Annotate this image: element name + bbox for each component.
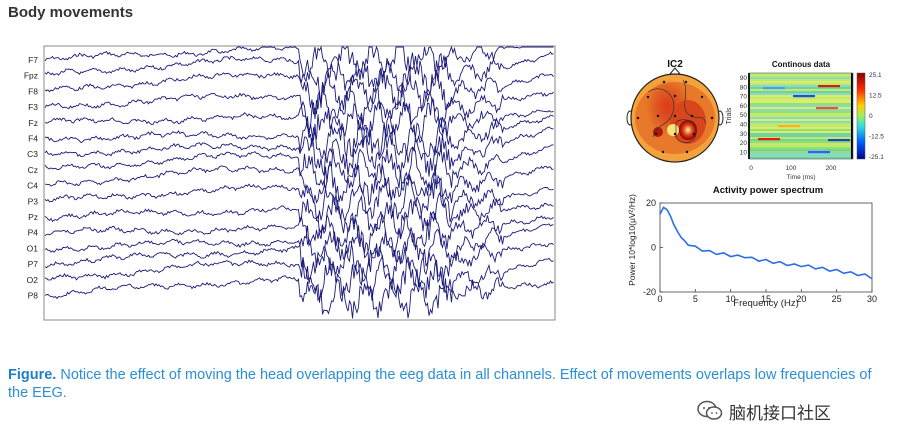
continuous-ytick: 80 [740, 84, 748, 91]
spectrum-line [659, 206, 873, 280]
continuous-ytick: 50 [740, 112, 748, 119]
spectrum-xtick: 0 [657, 294, 662, 304]
spectrum-ylabel: Power 10*log10(μV²/Hz) [627, 194, 637, 286]
spectrum-axes [659, 202, 873, 293]
watermark-text: 脑机接口社区 [729, 403, 831, 423]
continuous-title: Continous data [772, 60, 831, 69]
head-outline [630, 73, 720, 163]
colorbar-tick: 12.5 [869, 93, 882, 100]
eeg-plot-frame [43, 45, 556, 321]
eeg-trace-f7 [44, 45, 554, 84]
ic-title: IC2 [667, 59, 683, 70]
figure-caption: Figure. Notice the effect of moving the … [8, 366, 878, 402]
channel-label-f4: F4 [28, 134, 38, 144]
eeg-trace-p7 [44, 241, 554, 288]
continuous-ytick: 60 [740, 103, 748, 110]
channel-label-f7: F7 [28, 55, 38, 65]
channel-label-pz: Pz [28, 212, 38, 222]
spectrum-xtick: 10 [726, 294, 736, 304]
continuous-xlabel: Time (ms) [786, 174, 815, 181]
caption-text: Notice the effect of moving the head ove… [8, 367, 872, 401]
colorbar-tick: 0 [869, 113, 873, 120]
spectrum-xtick: 5 [693, 294, 698, 304]
component-properties-panel: IC2 [618, 52, 898, 312]
spectrum-xtick: 15 [761, 294, 771, 304]
eeg-trace-p3 [44, 174, 554, 222]
colorbar-tick: -12.5 [869, 134, 884, 141]
continuous-ytick: 10 [740, 149, 748, 156]
spectrum-xtick: 25 [832, 294, 842, 304]
channel-label-p3: P3 [28, 196, 39, 206]
channel-label-c3: C3 [27, 149, 38, 159]
channel-label-fz: Fz [29, 118, 38, 128]
channel-label-o1: O1 [27, 243, 39, 253]
continuous-ytick: 30 [740, 131, 748, 138]
channel-label-o2: O2 [27, 275, 39, 285]
eeg-trace-f3 [44, 83, 554, 131]
spectrum-ytick: -20 [643, 287, 656, 297]
continuous-ytick: 20 [740, 140, 748, 147]
continuous-data-image [748, 72, 854, 160]
colorbar-tick: 25.1 [869, 72, 882, 79]
channel-label-f8: F8 [28, 86, 38, 96]
component-figure: IC2 [626, 59, 884, 309]
eeg-trace-c3 [44, 126, 554, 177]
spectrum-xtick: 30 [867, 294, 877, 304]
spectrum-xlabel: Frequency (Hz) [733, 298, 798, 309]
watermark: 脑机接口社区 [697, 398, 831, 424]
colorbar-tick: -25.1 [869, 154, 884, 161]
channel-label-p4: P4 [28, 228, 39, 238]
channel-label-fpz: Fpz [24, 71, 38, 81]
continuous-ytick: 40 [740, 122, 748, 129]
continuous-ylabel: Trials [726, 107, 733, 124]
eeg-trace-o2 [44, 254, 554, 303]
continuous-xtick: 100 [786, 165, 797, 172]
eeg-trace-pz [44, 192, 554, 241]
channel-label-c4: C4 [27, 181, 38, 191]
caption-label: Figure. [8, 367, 57, 383]
eeg-plot: F7 Fpz F8 F3 Fz F4 C3 Cz C4 P3 Pz P4 O1 P7 O2 P8 [24, 45, 556, 321]
eeg-trace-c4 [44, 162, 554, 206]
eeg-traces-panel: F7 Fpz F8 F3 Fz F4 C3 Cz C4 P3 Pz P4 O1 P7 O2 P8 [0, 40, 560, 325]
eeg-trace-p4 [44, 210, 554, 259]
eeg-trace-fpz [44, 51, 554, 102]
channel-label-cz: Cz [28, 165, 38, 175]
wechat-icon [697, 400, 723, 420]
eeg-trace-cz [44, 144, 554, 191]
channel-label-p7: P7 [28, 259, 39, 269]
eeg-trace-f4 [44, 114, 554, 159]
eeg-trace-fz [44, 97, 554, 147]
channel-label-p8: P8 [28, 291, 39, 301]
continuous-ytick: 70 [740, 94, 748, 101]
spectrum-ytick: 20 [646, 198, 656, 208]
continuous-xtick: 0 [749, 165, 753, 172]
eeg-trace-f8 [44, 65, 554, 115]
continuous-ytick: 90 [740, 75, 748, 82]
colorbar [856, 72, 866, 160]
spectrum-title: Activity power spectrum [713, 185, 823, 196]
page-title: Body movements [8, 4, 134, 21]
spectrum-ytick: 0 [651, 243, 656, 253]
scalp-topography-map [626, 67, 724, 163]
eeg-trace-p8 [44, 273, 554, 319]
continuous-xtick: 200 [826, 165, 837, 172]
channel-label-f3: F3 [28, 102, 38, 112]
eeg-trace-o1 [44, 223, 554, 276]
spectrum-xtick: 20 [796, 294, 806, 304]
